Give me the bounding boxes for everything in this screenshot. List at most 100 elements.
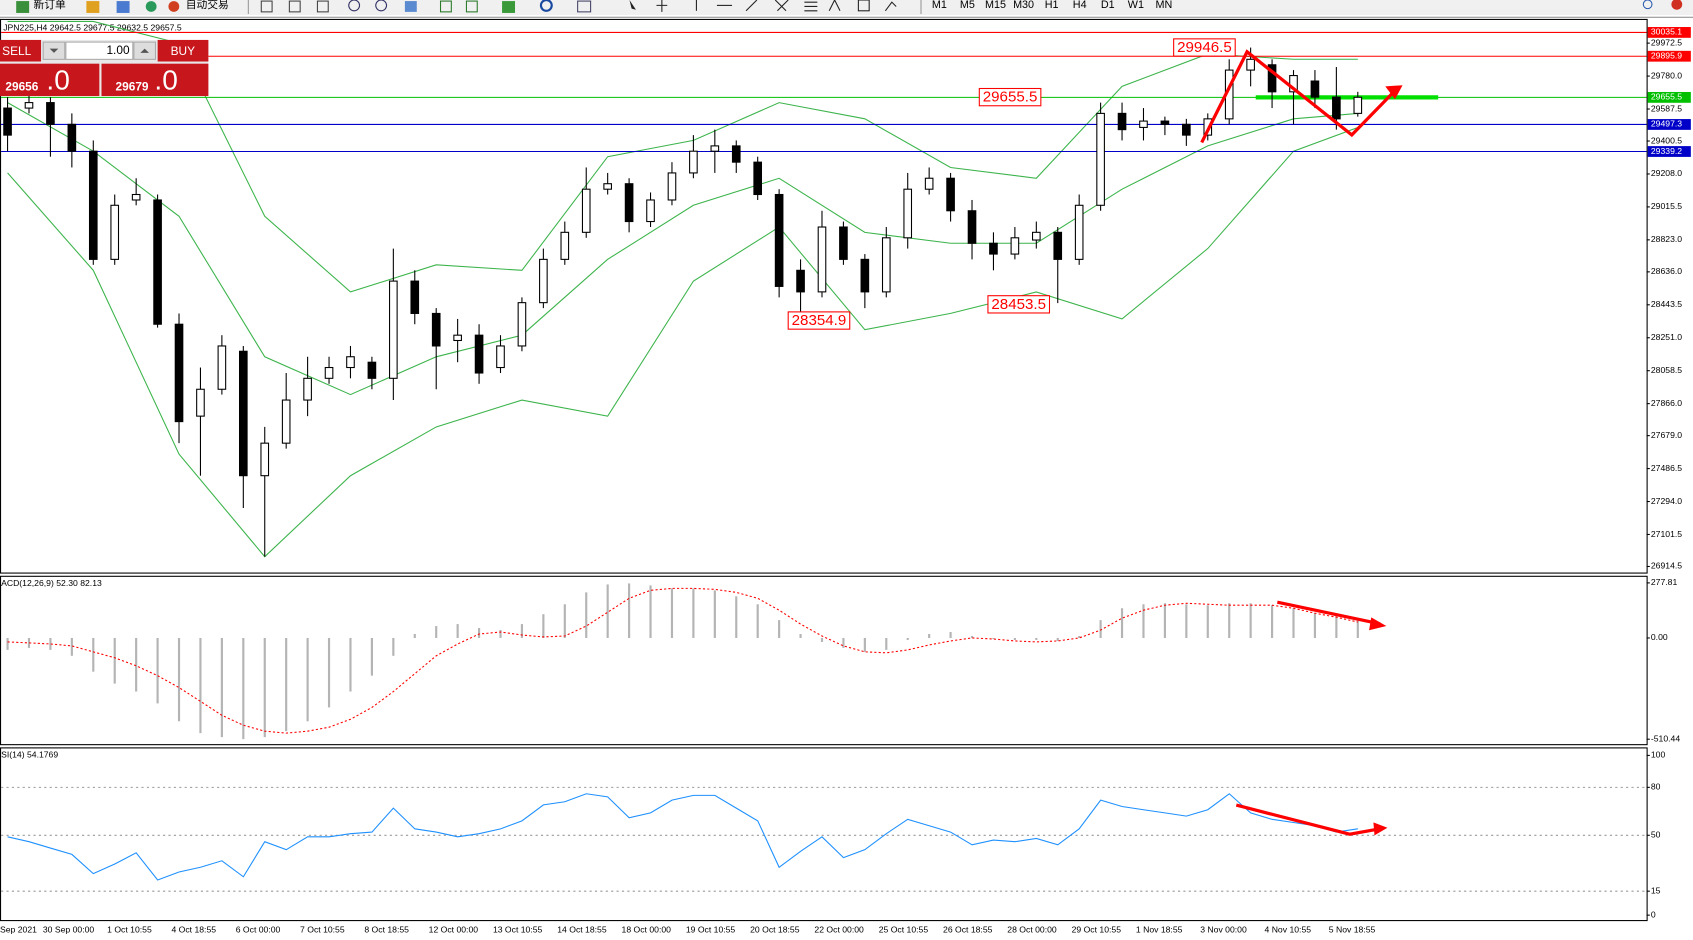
- candle-body: [131, 193, 141, 201]
- buy-price-fraction[interactable]: .0: [154, 64, 177, 95]
- candle-body: [1074, 204, 1084, 260]
- alert-icon[interactable]: [1671, 0, 1683, 10]
- sell-price-fraction[interactable]: .0: [46, 64, 69, 95]
- timeframe-button[interactable]: M1: [932, 0, 947, 11]
- zoom-out[interactable]: [375, 0, 388, 12]
- arrows-icon[interactable]: [884, 1, 897, 12]
- arrow-head: [1385, 85, 1403, 100]
- buy-price[interactable]: 29679: [116, 80, 149, 94]
- macd-bar: [906, 637, 909, 640]
- new-order-icon[interactable]: [16, 1, 30, 13]
- macd-bar: [928, 634, 931, 638]
- macd-bar: [285, 637, 288, 732]
- x-tick-label: 4 Oct 18:55: [171, 925, 216, 935]
- buy-button[interactable]: [157, 39, 209, 62]
- candle-body: [1160, 120, 1170, 125]
- auto-trading-icon[interactable]: [168, 1, 180, 12]
- timeframe-button[interactable]: W1: [1128, 0, 1144, 11]
- crosshair-icon[interactable]: [656, 0, 668, 12]
- y-tick-label: 27866.0: [1651, 398, 1682, 408]
- text-icon[interactable]: [828, 0, 841, 12]
- candle-body: [1246, 58, 1255, 71]
- label-icon[interactable]: [857, 0, 870, 12]
- macd-bar: [970, 635, 974, 638]
- annotation: 28354.9: [792, 312, 847, 329]
- fibo-icon[interactable]: [804, 1, 818, 12]
- macd-bar: [392, 637, 395, 656]
- candle-body: [860, 258, 870, 293]
- x-tick-label: 14 Oct 18:55: [557, 925, 607, 935]
- macd-bar: [713, 590, 716, 638]
- channel-icon[interactable]: [774, 0, 789, 12]
- zoom-in[interactable]: [348, 0, 361, 12]
- timeframe-button[interactable]: M15: [985, 0, 1006, 11]
- price-level-tag: [1647, 119, 1691, 130]
- new-order-button[interactable]: 新订单: [33, 0, 66, 11]
- sell-button[interactable]: [0, 39, 42, 62]
- timeframe-button[interactable]: MN: [1156, 0, 1173, 11]
- candle-body: [624, 183, 634, 223]
- toolbar-icon[interactable]: [465, 0, 478, 13]
- candle-body: [539, 258, 548, 304]
- timeframe-button[interactable]: D1: [1101, 0, 1115, 11]
- candle-body: [1117, 112, 1127, 131]
- candle-body: [560, 231, 570, 260]
- y-tick-label: 28251.0: [1651, 332, 1682, 342]
- toolbar-icon[interactable]: [116, 1, 130, 13]
- macd-bar: [1313, 613, 1317, 638]
- x-tick-label: 28 Oct 00:00: [1007, 925, 1057, 935]
- y-tick-label: 277.81: [1651, 577, 1678, 587]
- candle-body: [367, 361, 377, 379]
- sell-label[interactable]: SELL: [2, 44, 31, 58]
- toolbar-icon[interactable]: [145, 1, 157, 12]
- macd-bar: [1056, 637, 1059, 641]
- macd-bar: [563, 604, 566, 638]
- toolbar-icon[interactable]: [439, 0, 452, 13]
- arrow-head: [1369, 617, 1387, 631]
- x-tick-label: 29 Oct 10:55: [1072, 925, 1122, 935]
- y-tick-label: 28443.5: [1651, 299, 1682, 309]
- macd-bar: [842, 637, 845, 648]
- auto-trading-button[interactable]: 自动交易: [186, 0, 229, 11]
- price-level-label: 30035.1: [1651, 27, 1682, 37]
- indicators-icon[interactable]: [502, 1, 516, 13]
- buy-label[interactable]: BUY: [171, 44, 195, 58]
- candle-body: [67, 123, 77, 152]
- bollinger-lower: [7, 126, 1359, 558]
- bollinger-middle: [7, 102, 1358, 396]
- toolbar-icon[interactable]: [316, 0, 329, 13]
- timeframe-button[interactable]: M30: [1013, 0, 1034, 11]
- macd-bar: [885, 637, 888, 650]
- candle-body: [924, 177, 934, 190]
- toolbar-icon[interactable]: [260, 0, 273, 13]
- buy-price-button[interactable]: [101, 63, 209, 97]
- macd-bar: [1035, 637, 1038, 640]
- timeframe-button[interactable]: H4: [1073, 0, 1087, 11]
- annotation-box: [787, 311, 851, 330]
- rsi-line: [7, 793, 1358, 881]
- candle-body: [1096, 112, 1105, 206]
- sell-price-button[interactable]: [0, 63, 100, 97]
- lot-input[interactable]: [65, 41, 134, 60]
- candle-body: [324, 366, 334, 379]
- toolbar-icon[interactable]: [404, 1, 417, 12]
- toolbar-icon[interactable]: [86, 1, 100, 13]
- macd-bar: [949, 632, 952, 638]
- templates-icon[interactable]: [577, 0, 592, 13]
- macd-bar: [1099, 620, 1102, 638]
- sell-price[interactable]: 29656: [5, 80, 38, 94]
- toolbar-icon[interactable]: [288, 0, 301, 13]
- macd-bar: [1013, 637, 1016, 640]
- y-tick-label: 0.00: [1651, 632, 1668, 642]
- trendline-icon[interactable]: [745, 0, 758, 12]
- timeframe-button[interactable]: H1: [1045, 0, 1059, 11]
- search-icon[interactable]: [1642, 0, 1653, 10]
- timeframe-button[interactable]: M5: [960, 0, 975, 11]
- cursor-icon[interactable]: [629, 0, 636, 10]
- periods-icon[interactable]: [539, 0, 553, 12]
- macd-bar: [456, 624, 459, 638]
- macd-bar: [6, 637, 9, 650]
- macd-bar: [1228, 603, 1231, 638]
- annotation: 28453.5: [991, 296, 1046, 313]
- lot-value[interactable]: 1.00: [106, 43, 129, 57]
